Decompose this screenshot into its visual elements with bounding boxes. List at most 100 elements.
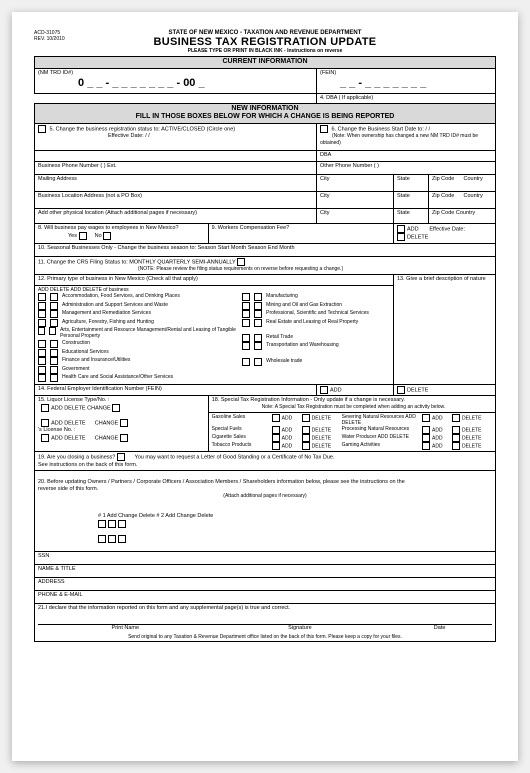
city3[interactable]: City: [317, 209, 394, 224]
q14: 14. Federal Employer Identification Numb…: [35, 384, 317, 395]
q20-text: 20. Before updating Owners / Partners / …: [38, 479, 405, 492]
form-page: ACD-31075 REV. 10/2010 STATE OF NEW MEXI…: [12, 12, 518, 761]
q15-text: 15. Liquor License Type/No. :: [38, 397, 109, 403]
q11-note: (NOTE: Please review the filing status r…: [138, 266, 343, 272]
state2[interactable]: State: [394, 192, 429, 209]
r-addr[interactable]: ADDRESS: [35, 578, 496, 591]
a3[interactable]: [41, 419, 49, 427]
zip1[interactable]: Zip Code: [432, 176, 454, 182]
q6-text: 6. Change the Business Start Date to: / …: [332, 127, 430, 133]
subtitle: PLEASE TYPE OR PRINT IN BLACK INK - Inst…: [34, 48, 496, 54]
other-phone[interactable]: Other Phone Number ( ): [317, 162, 496, 175]
q10: 10. Seasonal Businesses Only - Change th…: [35, 243, 496, 256]
footer: Send original to any Taxation & Revenue …: [38, 634, 492, 640]
q8-text: 8. Will business pay wages to employees …: [38, 225, 179, 231]
c2[interactable]: [108, 520, 116, 528]
q13: 13. Give a brief description of nature: [394, 274, 496, 384]
r-name[interactable]: NAME & TITLE: [35, 565, 496, 578]
country2[interactable]: Country: [464, 193, 483, 199]
form-code-block: ACD-31075 REV. 10/2010: [34, 30, 65, 42]
q19-text: 19. Are you closing a business?: [38, 455, 115, 461]
title: BUSINESS TAX REGISTRATION UPDATE: [34, 36, 496, 48]
city2[interactable]: City: [317, 192, 394, 209]
q6-note: (Note: When ownership has changed a new …: [320, 133, 478, 146]
fein-cell: (FEIN) _ _ - _ _ _ _ _ _ _: [317, 68, 496, 93]
sig-sig: Signature: [213, 625, 388, 632]
header: STATE OF NEW MEXICO - TAXATION AND REVEN…: [34, 30, 496, 54]
section-new: NEW INFORMATION FILL IN THOSE BOXES BELO…: [35, 103, 496, 124]
state1[interactable]: State: [394, 175, 429, 192]
nm-trd-cell: (NM TRD ID#) 0 _ _ - _ _ _ _ _ _ _ - 00 …: [35, 68, 317, 93]
q18-text: 18. Special Tax Registration Information…: [212, 397, 405, 403]
form-rev: REV. 10/2010: [34, 36, 65, 42]
country3[interactable]: Country: [456, 210, 475, 216]
c3[interactable]: [118, 520, 126, 528]
q20: 20. Before updating Owners / Partners / …: [35, 471, 496, 552]
q18: 18. Special Tax Registration Information…: [208, 396, 495, 413]
q12-text: 12. Primary type of business in New Mexi…: [38, 276, 198, 282]
nm-trd-label: (NM TRD ID#): [38, 70, 73, 76]
main-table: CURRENT INFORMATION (NM TRD ID#) 0 _ _ -…: [34, 56, 496, 642]
q14-add-chk[interactable]: [320, 386, 328, 394]
q9: 9. Workers Compensation Fee?: [208, 224, 393, 244]
a2[interactable]: [112, 404, 120, 412]
biz-phone[interactable]: Business Phone Number ( ) Ext.: [35, 162, 317, 175]
c1[interactable]: [98, 520, 106, 528]
state3[interactable]: State: [394, 209, 429, 224]
q6-checkbox[interactable]: [320, 125, 328, 133]
yes-chk[interactable]: [79, 232, 87, 240]
a6[interactable]: [120, 434, 128, 442]
no-chk[interactable]: [103, 232, 111, 240]
a5[interactable]: [41, 434, 49, 442]
id-zero: 0: [78, 77, 84, 89]
mailing[interactable]: Mailing Address: [35, 175, 317, 192]
biz-loc[interactable]: Business Location Address (not a PO Box): [35, 192, 317, 209]
q11-chk[interactable]: [237, 258, 245, 266]
q14-add: ADD: [330, 387, 342, 393]
no: No: [95, 233, 102, 239]
q19-chk[interactable]: [117, 453, 125, 461]
q14-del-chk[interactable]: [397, 386, 405, 394]
c5[interactable]: [108, 535, 116, 543]
del-chk[interactable]: [397, 233, 405, 241]
q19: 19. Are you closing a business? You may …: [35, 452, 496, 471]
city1[interactable]: City: [317, 175, 394, 192]
add-chk[interactable]: [397, 225, 405, 233]
sig-date: Date: [387, 625, 492, 632]
id-suffix: _: [199, 77, 205, 89]
r-ssn[interactable]: SSN: [35, 552, 496, 565]
eff-date: Effective Date: / /: [108, 133, 150, 139]
q18-body: Gasoline SalesADDDELETESevering Natural …: [208, 412, 495, 452]
q21-text: 21.I declare that the information report…: [38, 605, 290, 611]
q5-checkbox[interactable]: [38, 125, 46, 133]
del-lbl: DELETE: [407, 235, 428, 241]
q11: 11. Change the CRS Filing Status to: MON…: [35, 256, 496, 274]
q9-opts: ADD Effective Date: DELETE: [394, 224, 496, 244]
a4[interactable]: [120, 419, 128, 427]
country1[interactable]: Country: [464, 176, 483, 182]
q6-cell[interactable]: 6. Change the Business Start Date to: / …: [317, 124, 496, 151]
zip2[interactable]: Zip Code: [432, 193, 454, 199]
q5-cell[interactable]: 5. Change the business registration stat…: [35, 124, 317, 151]
new-info-2: FILL IN THOSE BOXES BELOW FOR WHICH A CH…: [38, 113, 492, 122]
section-current: CURRENT INFORMATION: [35, 57, 496, 69]
q12-body: ADD DELETE ADD DELETE of business Accomm…: [35, 285, 394, 384]
q20-row: # 1 Add Change Delete # 2 Add Change Del…: [98, 513, 213, 519]
c4[interactable]: [98, 535, 106, 543]
r-phone[interactable]: PHONE & E-MAIL: [35, 591, 496, 604]
dba2: DBA: [317, 151, 496, 162]
zip3[interactable]: Zip Code: [432, 210, 454, 216]
q8: 8. Will business pay wages to employees …: [35, 224, 209, 244]
q18-note: Note: A Special Tax Registration must be…: [262, 404, 446, 410]
biz-col2: ManufacturingMining and Oil and Gas Extr…: [242, 293, 390, 383]
add-lbl: ADD: [407, 227, 419, 233]
q21: 21.I declare that the information report…: [35, 604, 496, 642]
new-info-1: NEW INFORMATION: [38, 105, 492, 114]
q11-text: 11. Change the CRS Filing Status to: MON…: [38, 259, 236, 265]
add-loc[interactable]: Add other physical location (Attach addi…: [35, 209, 317, 224]
a1[interactable]: [41, 404, 49, 412]
q15-row1: ADD DELETE CHANGE: [51, 405, 111, 411]
c6[interactable]: [118, 535, 126, 543]
fein-dash: _ _ - _ _ _ _ _ _ _: [340, 77, 426, 89]
q14-del: DELETE: [407, 387, 428, 393]
